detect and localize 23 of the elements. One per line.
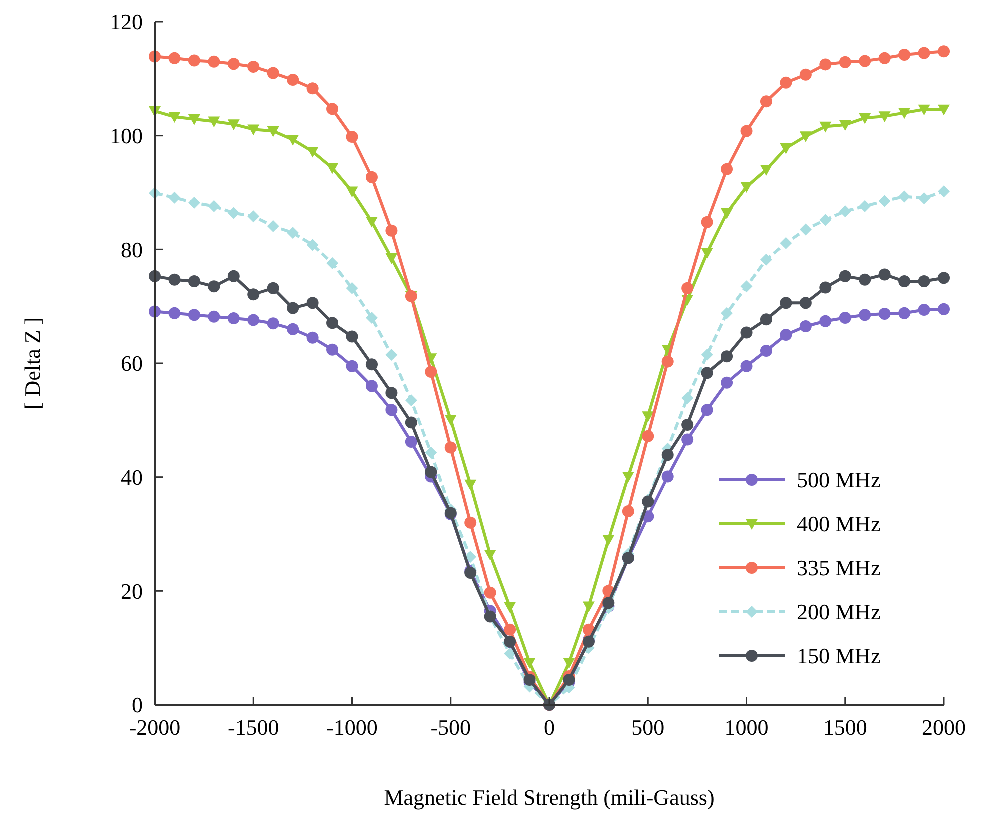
x-tick-label: 0	[544, 715, 555, 740]
y-tick-label: 20	[121, 578, 143, 604]
legend-label: 500 MHz	[797, 468, 881, 493]
y-tick-label: 80	[121, 237, 143, 262]
x-tick-label: -500	[430, 715, 472, 740]
legend-label: 200 MHz	[797, 600, 881, 625]
legend-label: 150 MHz	[797, 644, 881, 669]
y-tick-label: 60	[121, 351, 143, 376]
x-tick-label: 1000	[724, 715, 769, 740]
y-tick-label: 100	[110, 124, 143, 149]
x-tick-label: -1000	[326, 715, 378, 740]
x-tick-label: -2000	[129, 715, 181, 740]
x-axis-title: Magnetic Field Strength (mili-Gauss)	[384, 785, 715, 810]
x-tick-label: 2000	[922, 715, 966, 740]
legend-label: 400 MHz	[797, 512, 881, 537]
y-axis-title: [ Delta Z ]	[20, 317, 45, 410]
y-tick-label: 0	[132, 692, 143, 718]
x-tick-label: 500	[632, 715, 665, 740]
y-tick-label: 40	[121, 465, 143, 490]
y-tick-label: 120	[110, 10, 143, 35]
x-tick-label: -1500	[228, 715, 280, 740]
x-tick-label: 1500	[823, 715, 868, 740]
legend-label: 335 MHz	[797, 556, 881, 581]
